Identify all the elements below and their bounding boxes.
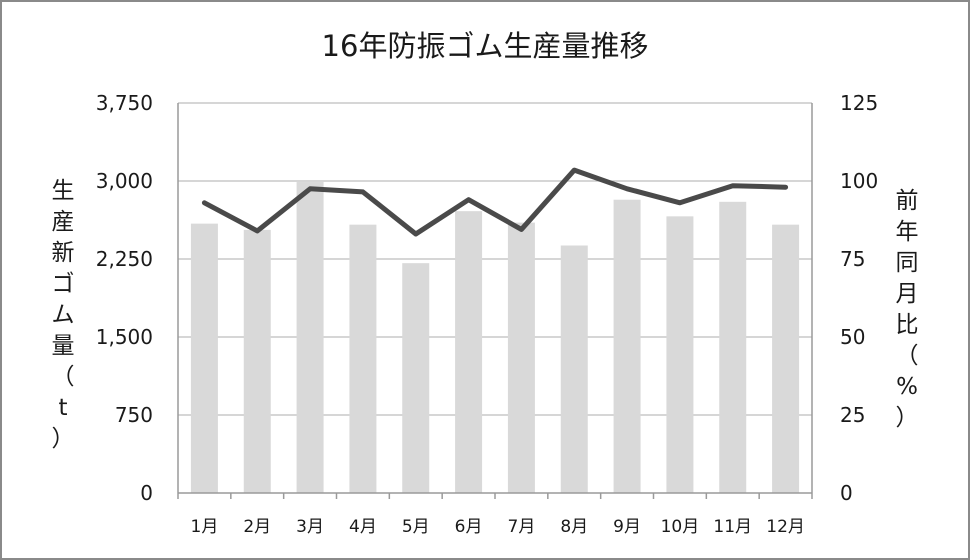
x-tick-label: 1月 (191, 517, 219, 537)
right-tick-label: 25 (840, 403, 865, 427)
gridlines (178, 102, 812, 416)
right-axis-ticks: 0 25 50 75 100 125 (840, 91, 878, 505)
right-axis-label: 前年同月比（%） (896, 188, 919, 431)
left-tick-label: 3,750 (96, 91, 153, 115)
bar (296, 182, 324, 494)
left-axis-ticks: 0 750 1,500 2,250 3,000 3,750 (96, 91, 153, 505)
axes (177, 103, 813, 499)
x-tick-label: 4月 (349, 517, 377, 537)
bar (719, 201, 747, 494)
bar (455, 211, 483, 493)
x-tick-label: 10月 (661, 517, 700, 537)
right-tick-label: 50 (840, 325, 865, 349)
right-tick-label: 125 (840, 91, 878, 115)
x-tick-label: 6月 (455, 517, 483, 537)
right-tick-label: 100 (840, 169, 878, 193)
left-axis-title: 生産新ゴム量（ t） (52, 178, 75, 452)
left-tick-label: 1,500 (96, 325, 153, 349)
right-tick-label: 0 (840, 481, 853, 505)
x-tick-label: 7月 (508, 517, 536, 537)
right-axis-title: 前年同月比（%） (896, 188, 919, 431)
left-tick-label: 2,250 (96, 247, 153, 271)
bar (243, 229, 271, 493)
left-axis-label: 生産新ゴム量（ t） (52, 178, 75, 452)
chart-title: 16年防振ゴム生産量推移 (322, 29, 649, 63)
x-axis-ticks: 1月 2月 3月 4月 5月 6月 7月 8月 9月 10月 11月 12月 (191, 517, 805, 537)
x-tick-label: 3月 (296, 517, 324, 537)
bar (190, 223, 218, 493)
left-tick-label: 0 (140, 481, 153, 505)
left-tick-label: 750 (115, 403, 153, 427)
left-tick-label: 3,000 (96, 169, 153, 193)
bar-series (190, 182, 800, 494)
x-tick-label: 8月 (560, 517, 588, 537)
x-tick-label: 9月 (613, 517, 641, 537)
bar (507, 222, 535, 493)
x-tick-label: 2月 (243, 517, 271, 537)
bar (772, 224, 800, 493)
bar (666, 216, 694, 494)
x-tick-label: 11月 (713, 517, 752, 537)
bar (349, 224, 377, 493)
bar (402, 263, 430, 493)
x-tick-label: 5月 (402, 517, 430, 537)
right-tick-label: 75 (840, 247, 865, 271)
line-series (201, 167, 789, 237)
bar (560, 245, 588, 493)
bar (613, 199, 641, 493)
x-tick-label: 12月 (766, 517, 805, 537)
line-path (201, 167, 789, 237)
